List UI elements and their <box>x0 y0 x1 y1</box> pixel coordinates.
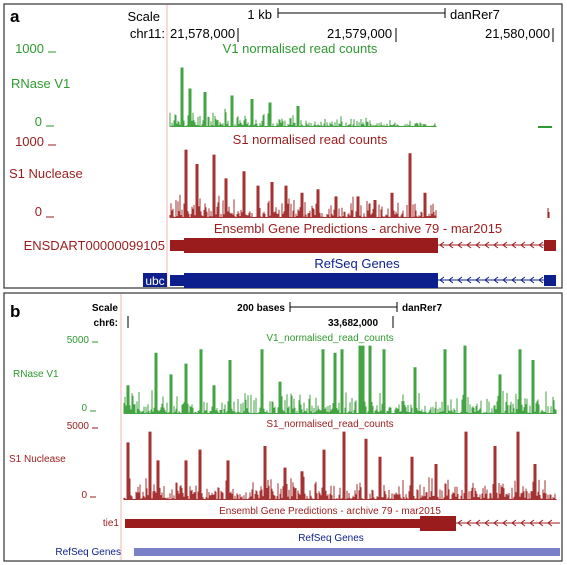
panel-b-s1-label: S1 Nuclease <box>9 454 66 465</box>
panel-b-v1-ymin: 0 <box>81 403 87 414</box>
panel-a-v1-ymin: 0 <box>35 114 42 129</box>
panel-a-position-2: 21,579,000 <box>327 26 392 41</box>
panel-a-position-3: 21,580,000 <box>485 26 550 41</box>
panel-a-ensembl-title: Ensembl Gene Predictions - archive 79 - … <box>214 221 502 236</box>
panel-a-chrom-label: chr11: <box>130 26 165 41</box>
panel-b-assembly: danRer7 <box>402 303 442 314</box>
panel-a-v1-title: V1 normalised read counts <box>223 41 378 56</box>
panel-b-scale-value: 200 bases <box>237 303 285 314</box>
panel-b-frame <box>3 292 563 562</box>
panel-a-s1-label: S1 Nuclease <box>9 166 83 181</box>
panel-a-scale-bar <box>277 8 446 18</box>
panel-b-chrom-label: chr6: <box>94 318 118 329</box>
panel-a-s1-ymin: 0 <box>35 204 42 219</box>
panel-a-scale-value: 1 kb <box>247 7 272 22</box>
panel-b-position-1: 33,682,000 <box>328 318 378 329</box>
panel-b-s1-ymin: 0 <box>81 490 87 501</box>
panel-a-ensembl-gene-model <box>170 238 556 253</box>
panel-b-refseq-title: RefSeq Genes <box>298 533 364 544</box>
panel-a-v1-signal <box>169 67 552 128</box>
panel-a-position-1: 21,578,000 <box>170 26 235 41</box>
panel-b-v1-ymax: 5000 <box>67 335 90 346</box>
panel-b-s1-title: S1_normalised_read_counts <box>266 419 393 430</box>
panel-a-s1-signal <box>169 149 550 218</box>
panel-b-refseq-gene-model <box>134 548 560 556</box>
panel-a-refseq-gene-box <box>143 273 167 287</box>
panel-a-scale-label: Scale <box>127 9 160 24</box>
panel-a-v1-ymax: 1000 <box>15 41 44 56</box>
panel-a-refseq-gene: ubc <box>145 274 164 288</box>
panel-a: a Scale 1 kb danRer7 chr11: 21,578,000 2… <box>3 3 563 289</box>
panel-a-assembly: danRer7 <box>450 7 500 22</box>
panel-a-refseq-title: RefSeq Genes <box>314 256 400 271</box>
panel-b-refseq-gene: RefSeq Genes <box>55 547 121 558</box>
panel-b-letter: b <box>10 302 20 321</box>
panel-b-s1-ymax: 5000 <box>67 421 90 432</box>
panel-a-s1-ymax: 1000 <box>15 134 44 149</box>
panel-b-ensembl-gene: tie1 <box>103 518 120 529</box>
panel-b-ensembl-gene-model <box>125 516 560 531</box>
panel-b: b Scale 200 bases danRer7 chr6: 33,682,0… <box>3 292 563 562</box>
panel-b-s1-signal <box>123 431 557 500</box>
panel-a-v1-label: RNase V1 <box>11 76 70 91</box>
panel-a-refseq-gene-model <box>170 273 556 288</box>
panel-b-v1-signal <box>123 345 557 414</box>
panel-b-scale-label: Scale <box>92 303 119 314</box>
panel-a-ensembl-gene: ENSDART00000099105 <box>24 238 165 253</box>
panel-b-v1-label: RNase V1 <box>13 369 59 380</box>
panel-b-ensembl-title: Ensembl Gene Predictions - archive 79 - … <box>219 506 441 517</box>
panel-b-v1-title: V1_normalised_read_counts <box>266 333 393 344</box>
panel-a-s1-title: S1 normalised read counts <box>233 132 388 147</box>
panel-a-letter: a <box>10 7 20 26</box>
panel-b-scale-bar <box>289 302 398 312</box>
